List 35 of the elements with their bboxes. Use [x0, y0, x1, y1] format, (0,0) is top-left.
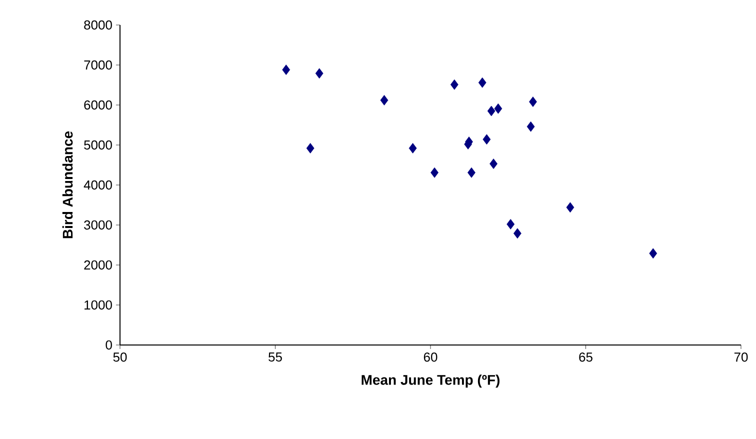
- point: [315, 68, 324, 79]
- point: [430, 167, 438, 178]
- point: [487, 106, 496, 116]
- x-tick-label: 55: [268, 352, 282, 362]
- point: [506, 218, 515, 230]
- point: [380, 94, 388, 106]
- y-tick-label: 6000: [84, 100, 112, 110]
- point: [513, 228, 522, 239]
- x-tick-label: 50: [113, 352, 127, 362]
- y-tick-label: 3000: [84, 220, 112, 230]
- x-tick-label: 70: [734, 352, 748, 362]
- point: [282, 64, 290, 75]
- y-tick-label: 0: [106, 340, 112, 350]
- y-tick-label: 8000: [84, 20, 112, 30]
- point: [482, 134, 491, 145]
- y-tick-label: 7000: [84, 60, 112, 70]
- x-axis-title: Mean June Temp (ºF): [362, 374, 500, 388]
- y-tick-label: 2000: [84, 260, 112, 270]
- point: [566, 202, 574, 213]
- y-tick-label: 4000: [84, 180, 112, 190]
- x-tick-label: 60: [424, 352, 438, 362]
- point: [649, 248, 658, 259]
- y-tick-label: 5000: [84, 140, 112, 150]
- point: [468, 167, 476, 178]
- point: [450, 79, 458, 90]
- point: [494, 103, 502, 114]
- y-tick-label: 1000: [84, 300, 112, 310]
- point: [408, 142, 417, 154]
- point: [526, 121, 535, 132]
- point: [529, 96, 537, 107]
- point: [306, 142, 314, 154]
- point: [478, 77, 486, 88]
- x-tick-label: 65: [579, 352, 592, 362]
- point: [490, 158, 498, 169]
- y-axis-title: Bird Abundance: [62, 131, 73, 238]
